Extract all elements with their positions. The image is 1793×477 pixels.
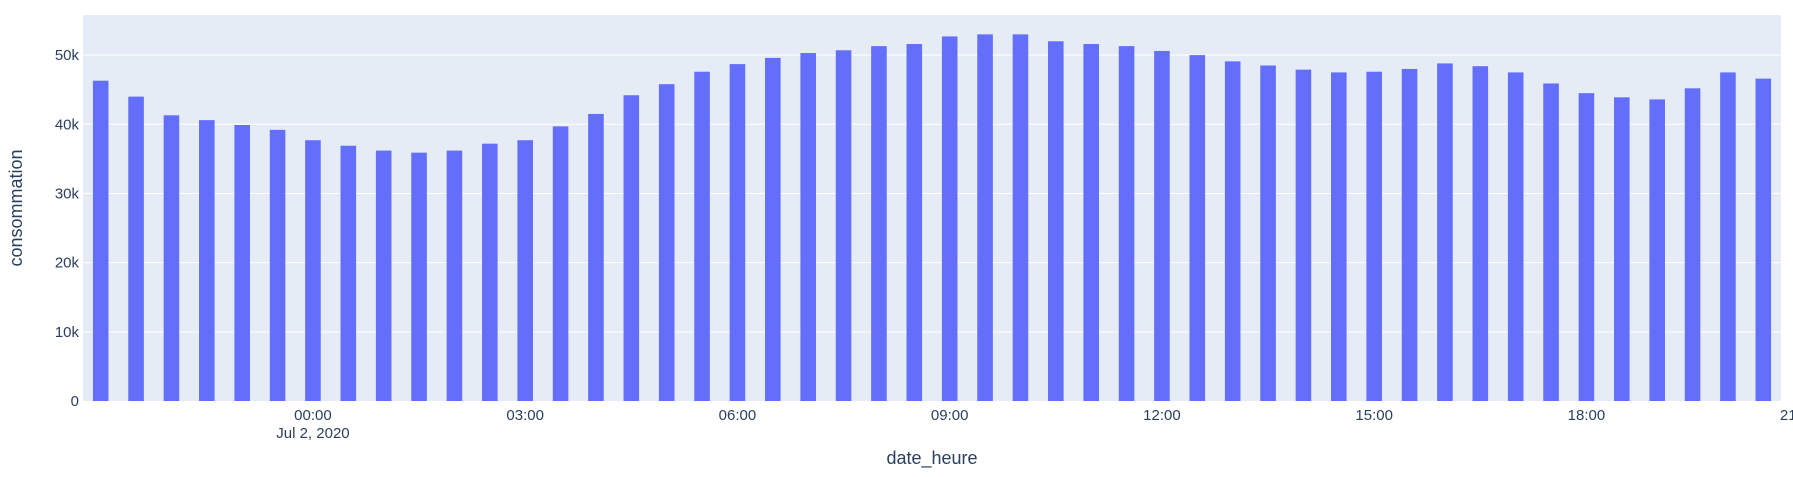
y-axis-title: consommation [6, 149, 26, 266]
bar[interactable] [517, 140, 533, 401]
x-tick-label: 18:00 [1568, 407, 1606, 424]
bar[interactable] [765, 57, 781, 402]
y-tick-label: 10k [55, 324, 80, 341]
bar[interactable] [1472, 66, 1489, 401]
bar[interactable] [340, 145, 357, 401]
y-tick-label: 30k [55, 185, 80, 202]
bar[interactable] [199, 120, 215, 402]
bar[interactable] [1684, 88, 1701, 401]
bar[interactable] [1649, 99, 1665, 402]
bar[interactable] [1543, 83, 1559, 401]
bar[interactable] [1755, 78, 1772, 402]
x-tick-label: 15:00 [1355, 407, 1393, 424]
bar[interactable] [128, 96, 144, 401]
bar[interactable] [1437, 63, 1453, 401]
bar[interactable] [234, 124, 250, 401]
y-gridlines [83, 54, 1781, 333]
x-tick-label: 03:00 [506, 407, 544, 424]
bar[interactable] [1012, 34, 1029, 402]
bar[interactable] [1331, 72, 1347, 401]
bar[interactable] [1224, 61, 1241, 402]
bar[interactable] [1401, 68, 1418, 402]
bar[interactable] [163, 115, 180, 401]
x-axis-title: date_heure [886, 448, 977, 469]
bar[interactable] [1083, 44, 1099, 401]
bar[interactable] [835, 50, 852, 401]
y-tick-label: 20k [55, 255, 80, 272]
y-tick-label: 40k [55, 116, 80, 133]
bar[interactable] [1118, 46, 1135, 402]
bar[interactable] [552, 126, 569, 402]
bar[interactable] [977, 34, 993, 402]
bar[interactable] [729, 64, 746, 402]
bar[interactable] [1720, 72, 1736, 401]
bar[interactable] [1295, 69, 1312, 401]
bar[interactable] [1189, 55, 1206, 402]
bar[interactable] [1260, 65, 1276, 402]
bar[interactable] [1578, 93, 1595, 401]
bar[interactable] [588, 113, 604, 402]
x-tick-label: 09:00 [931, 407, 969, 424]
bar[interactable] [1507, 72, 1524, 401]
bar[interactable] [411, 152, 427, 401]
bar[interactable] [1366, 71, 1382, 402]
bar[interactable] [800, 53, 816, 401]
bar[interactable] [871, 46, 887, 402]
bar[interactable] [482, 143, 498, 401]
bar[interactable] [941, 36, 958, 401]
bar[interactable] [375, 150, 392, 401]
bar[interactable] [305, 140, 321, 401]
y-tick-labels: 0 10k 20k 30k 40k 50k [55, 47, 80, 410]
y-tick-label: 50k [55, 47, 80, 64]
x-tick-label: 21:00 [1780, 407, 1793, 424]
bar[interactable] [694, 71, 710, 402]
plot-background [83, 15, 1781, 401]
x-tick-label: 12:00 [1143, 407, 1181, 424]
y-tick-label: 0 [71, 393, 79, 410]
bar[interactable] [623, 95, 640, 402]
x-tick-label: 06:00 [719, 407, 757, 424]
x-tick-label: 00:00 [294, 407, 332, 424]
bar[interactable] [1154, 50, 1170, 402]
bar[interactable] [906, 44, 923, 401]
bar[interactable] [658, 84, 675, 401]
bar[interactable] [446, 150, 463, 401]
bars [92, 34, 1772, 402]
bar[interactable] [1048, 41, 1064, 401]
bar[interactable] [92, 80, 109, 401]
bar[interactable] [269, 129, 286, 401]
bar[interactable] [1614, 97, 1630, 401]
x-tick-sublabel: Jul 2, 2020 [276, 425, 349, 442]
